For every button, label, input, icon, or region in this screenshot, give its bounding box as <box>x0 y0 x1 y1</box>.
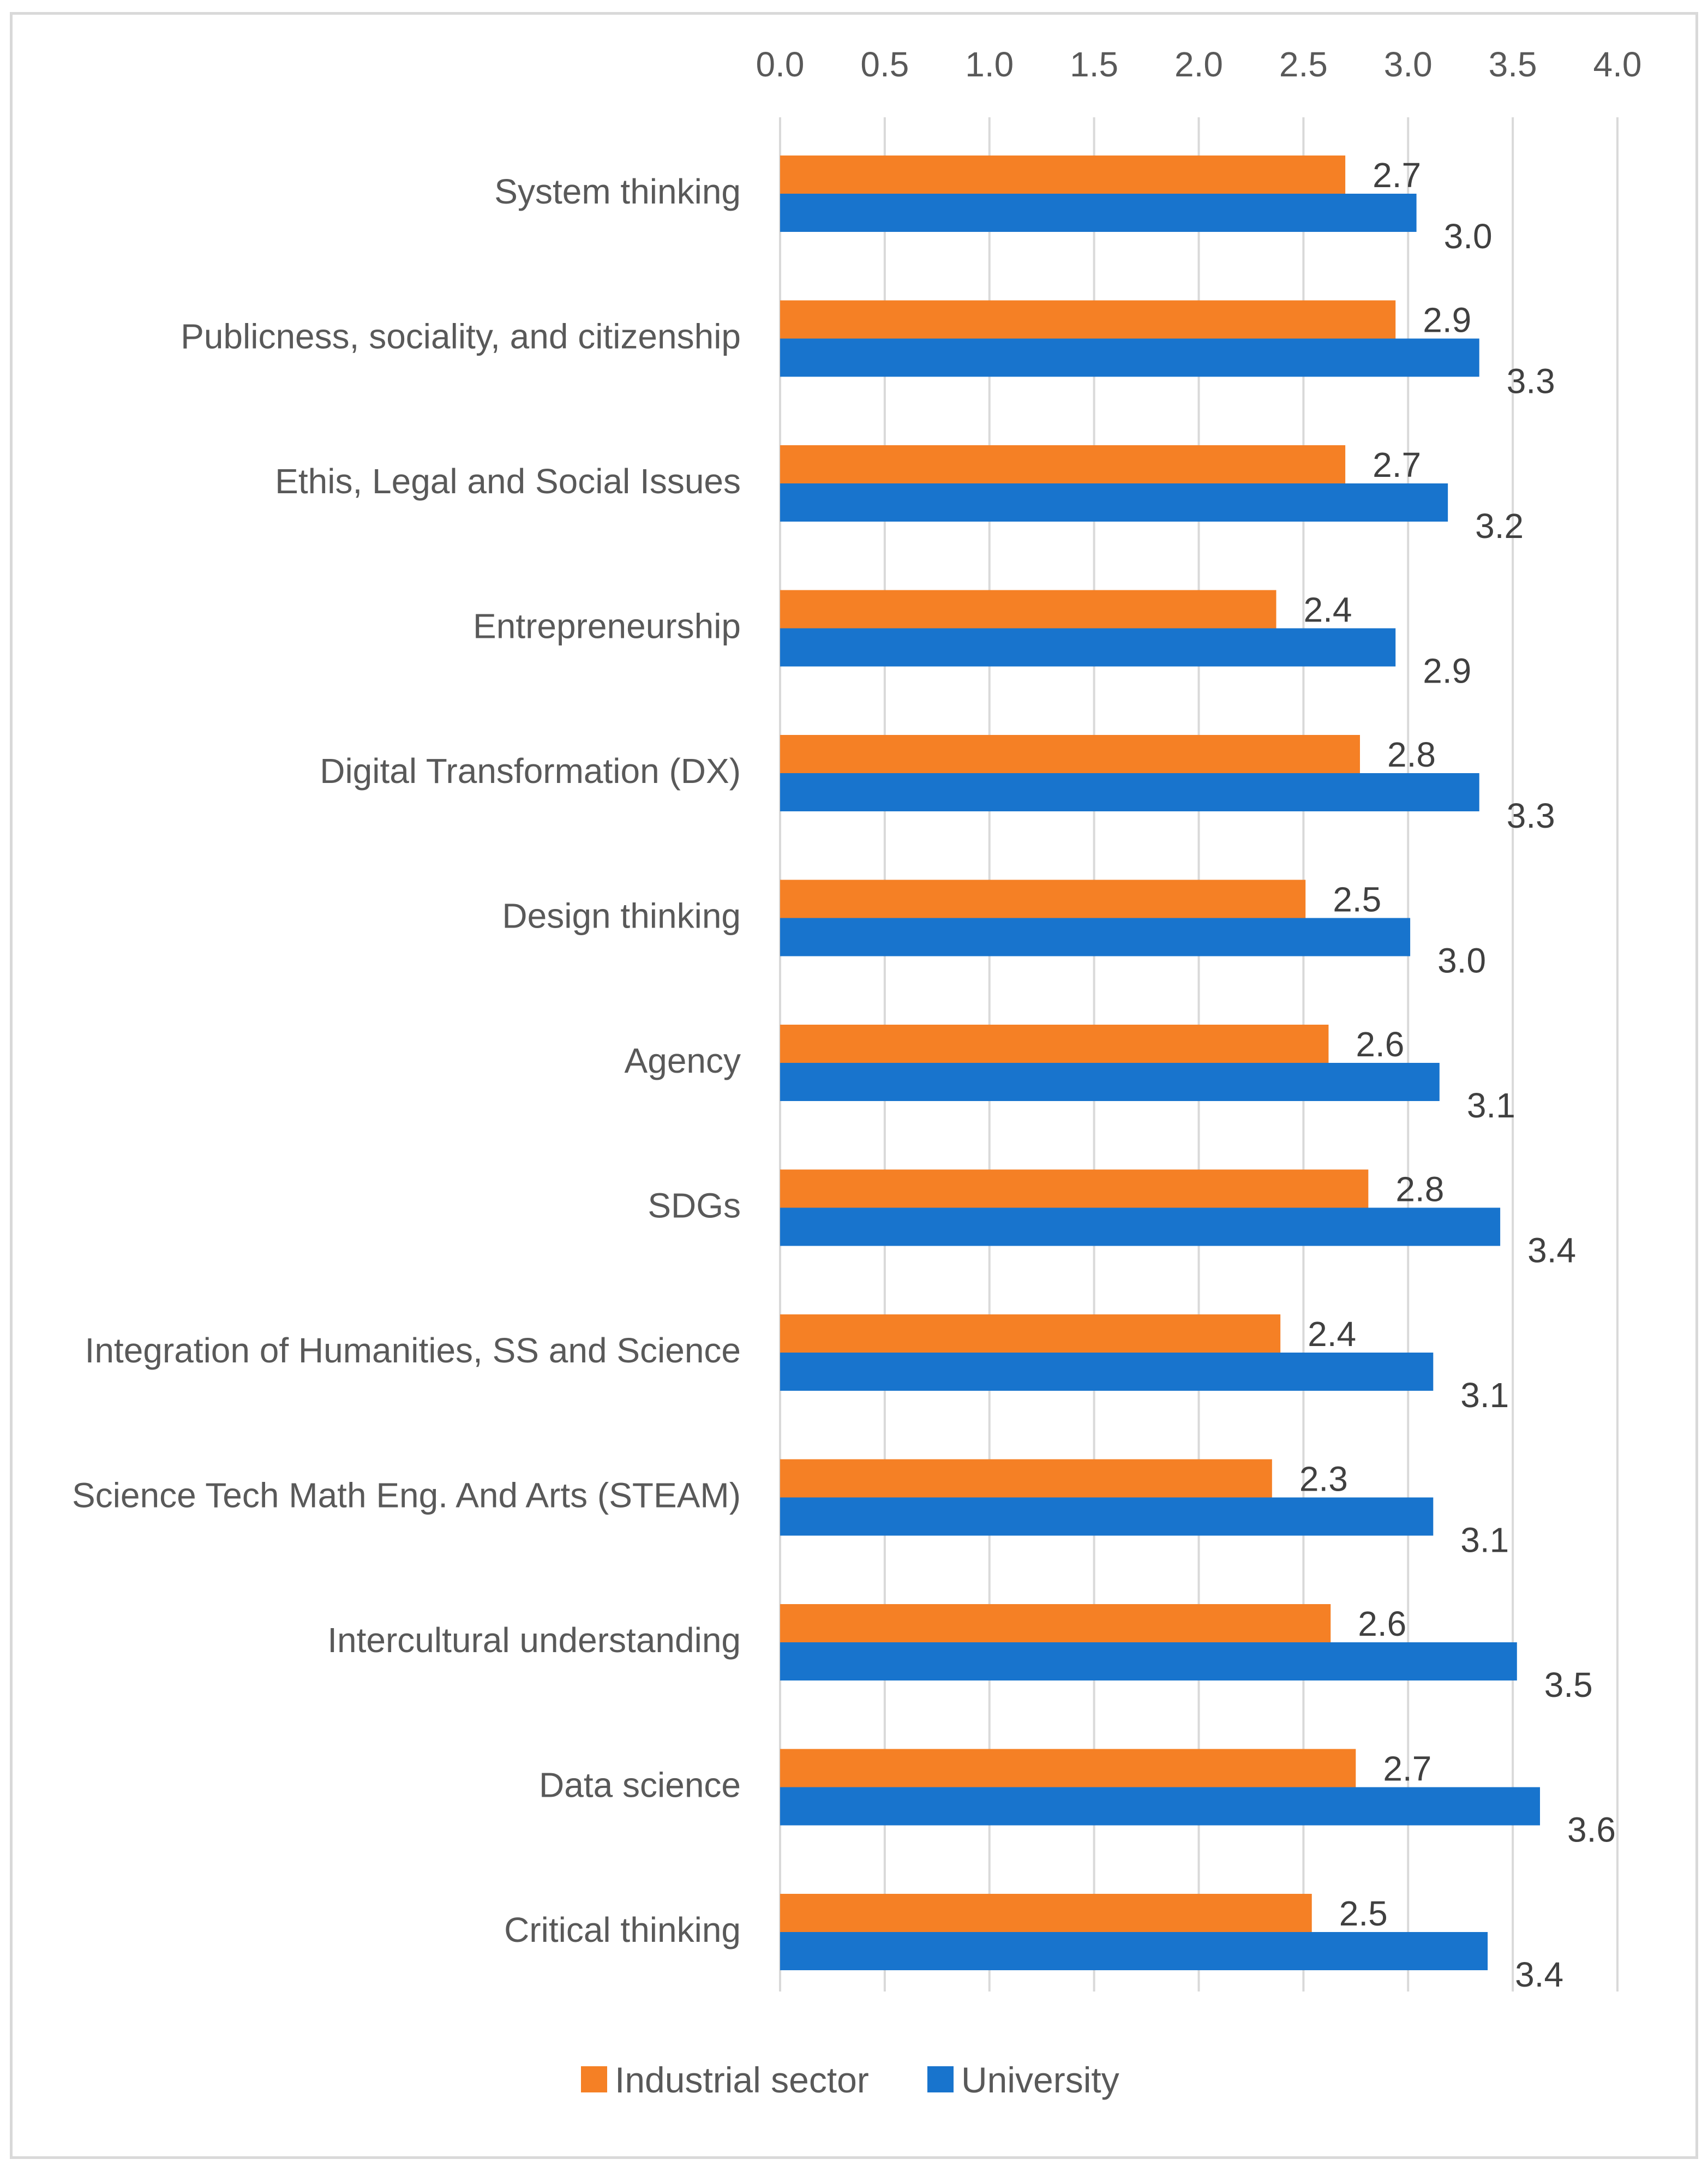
data-label-university: 3.5 <box>1544 1665 1593 1704</box>
data-label-industrial-sector: 2.5 <box>1333 880 1381 919</box>
data-label-industrial-sector: 2.8 <box>1387 735 1436 774</box>
bar-university <box>780 1932 1488 1970</box>
bar-industrial-sector <box>780 1169 1369 1208</box>
data-label-industrial-sector: 2.3 <box>1299 1460 1348 1499</box>
bar-industrial-sector <box>780 1894 1312 1932</box>
bar-university <box>780 483 1448 522</box>
data-label-industrial-sector: 2.4 <box>1303 590 1352 630</box>
bar-university <box>780 1642 1517 1680</box>
x-tick-label: 1.5 <box>1070 45 1118 84</box>
data-label-industrial-sector: 2.7 <box>1373 156 1421 195</box>
bar-university <box>780 338 1479 377</box>
category-label: System thinking <box>494 172 741 211</box>
legend-label: University <box>961 2060 1119 2100</box>
x-tick-label: 4.0 <box>1593 45 1642 84</box>
data-label-university: 3.0 <box>1437 941 1486 980</box>
data-label-industrial-sector: 2.6 <box>1356 1025 1404 1064</box>
data-label-industrial-sector: 2.7 <box>1383 1749 1431 1789</box>
x-axis-ticks: 0.0 0.5 1.0 1.5 2.0 2.5 3.0 3.5 4.0 <box>756 45 1642 84</box>
category-label: Digital Transformation (DX) <box>320 751 741 791</box>
category-label: Critical thinking <box>504 1910 741 1949</box>
bar-industrial-sector <box>780 590 1276 629</box>
data-label-university: 3.3 <box>1507 796 1555 835</box>
bar-industrial-sector <box>780 1604 1331 1642</box>
data-label-university: 3.1 <box>1460 1375 1509 1415</box>
data-label-industrial-sector: 2.7 <box>1373 445 1421 485</box>
data-label-university: 3.1 <box>1467 1086 1515 1125</box>
bar-university <box>780 194 1417 232</box>
bar-university <box>780 1353 1434 1391</box>
category-label: SDGs <box>648 1186 741 1225</box>
bar-university <box>780 918 1411 956</box>
bar-industrial-sector <box>780 1314 1281 1353</box>
bars <box>780 156 1541 1970</box>
category-label: Integration of Humanities, SS and Scienc… <box>85 1331 741 1370</box>
bar-university <box>780 1497 1434 1536</box>
legend: Industrial sector University <box>581 2060 1119 2100</box>
data-label-university: 2.9 <box>1423 651 1471 691</box>
x-tick-label: 3.0 <box>1384 45 1433 84</box>
x-tick-label: 3.5 <box>1489 45 1537 84</box>
bar-industrial-sector <box>780 880 1306 918</box>
data-labels: 2.7 3.0 2.9 3.3 2.7 3.2 2.4 2.9 2.8 3.3 2.5 3.0 2.6 3… <box>1299 156 1616 1994</box>
legend-swatch <box>581 2066 607 2092</box>
data-label-industrial-sector: 2.4 <box>1308 1314 1356 1354</box>
data-label-university: 3.4 <box>1515 1955 1563 1994</box>
category-labels: System thinking Publicness, sociality, an… <box>72 172 741 1949</box>
bar-industrial-sector <box>780 445 1346 483</box>
bar-industrial-sector <box>780 1025 1329 1063</box>
category-label: Intercultural understanding <box>327 1620 741 1660</box>
data-label-university: 3.2 <box>1475 506 1524 546</box>
bar-industrial-sector <box>780 1749 1356 1787</box>
data-label-industrial-sector: 2.5 <box>1339 1894 1388 1933</box>
data-label-industrial-sector: 2.6 <box>1358 1604 1406 1643</box>
bar-industrial-sector <box>780 300 1396 339</box>
data-label-industrial-sector: 2.9 <box>1423 301 1471 340</box>
data-label-university: 3.1 <box>1460 1521 1509 1560</box>
bar-industrial-sector <box>780 156 1346 194</box>
bar-university <box>780 1787 1541 1826</box>
bar-university <box>780 1207 1501 1246</box>
data-label-industrial-sector: 2.8 <box>1395 1170 1444 1209</box>
category-label: Design thinking <box>502 896 741 936</box>
category-label: Science Tech Math Eng. And Arts (STEAM) <box>72 1476 741 1515</box>
category-label: Agency <box>625 1041 741 1080</box>
bar-university <box>780 1063 1440 1101</box>
category-label: Publicness, sociality, and citizenship <box>181 317 741 356</box>
category-label: Data science <box>539 1766 741 1805</box>
bar-university <box>780 628 1396 667</box>
bar-university <box>780 773 1479 811</box>
data-label-university: 3.4 <box>1527 1231 1576 1270</box>
bar-industrial-sector <box>780 735 1360 773</box>
x-tick-label: 2.5 <box>1279 45 1328 84</box>
x-tick-label: 2.0 <box>1174 45 1223 84</box>
category-label: Entrepreneurship <box>473 607 741 646</box>
category-label: Ethis, Legal and Social Issues <box>275 462 741 501</box>
data-label-university: 3.0 <box>1444 217 1493 256</box>
x-tick-label: 1.0 <box>965 45 1014 84</box>
legend-label: Industrial sector <box>615 2060 869 2100</box>
data-label-university: 3.3 <box>1507 362 1555 401</box>
x-tick-label: 0.5 <box>860 45 909 84</box>
legend-swatch <box>927 2066 954 2092</box>
x-tick-label: 0.0 <box>756 45 805 84</box>
bar-industrial-sector <box>780 1459 1272 1498</box>
data-label-university: 3.6 <box>1567 1810 1616 1850</box>
